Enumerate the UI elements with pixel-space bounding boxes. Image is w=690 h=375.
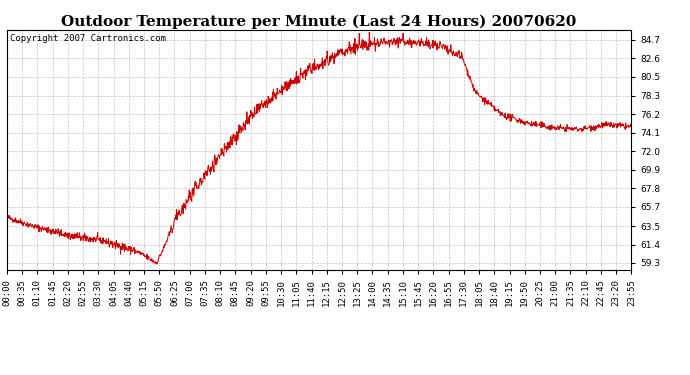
Text: Copyright 2007 Cartronics.com: Copyright 2007 Cartronics.com xyxy=(10,34,166,43)
Title: Outdoor Temperature per Minute (Last 24 Hours) 20070620: Outdoor Temperature per Minute (Last 24 … xyxy=(61,15,577,29)
